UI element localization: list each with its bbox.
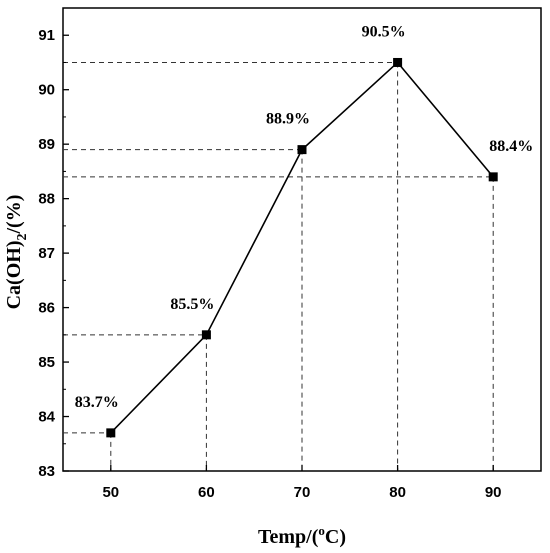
- y-tick-label: 83: [38, 463, 55, 480]
- y-axis: 83 84 85 86 87 88 89 90 91: [38, 27, 69, 480]
- x-tick-label: 70: [294, 484, 311, 501]
- data-label: 88.4%: [489, 138, 533, 155]
- x-tick-label: 90: [485, 484, 502, 501]
- x-axis-title: Temp/(oC): [258, 523, 346, 548]
- data-point: [106, 428, 116, 438]
- y-tick-label: 86: [38, 300, 55, 317]
- y-tick-label: 91: [38, 27, 55, 44]
- data-label: 88.9%: [266, 111, 310, 128]
- data-markers: [106, 57, 498, 438]
- data-label: 90.5%: [362, 23, 406, 40]
- data-point: [201, 330, 211, 340]
- y-tick-label: 87: [38, 245, 55, 262]
- y-tick-label: 84: [38, 409, 55, 426]
- guide-lines: [63, 61, 494, 471]
- x-tick-label: 80: [389, 484, 406, 501]
- x-tick-label: 50: [102, 484, 119, 501]
- data-point: [393, 57, 403, 67]
- data-label: 83.7%: [75, 394, 119, 411]
- y-tick-label: 88: [38, 191, 55, 208]
- y-tick-label: 89: [38, 136, 55, 153]
- y-tick-label: 90: [38, 82, 55, 99]
- data-point: [297, 145, 307, 155]
- y-tick-label: 85: [38, 354, 55, 371]
- data-point: [488, 172, 498, 182]
- data-label: 85.5%: [170, 296, 214, 313]
- data-labels: 83.7% 85.5% 88.9% 90.5% 88.4%: [75, 23, 533, 410]
- x-tick-label: 60: [198, 484, 215, 501]
- x-axis: 50 60 70 80 90: [102, 465, 502, 501]
- y-axis-title: Ca(OH)2/(%): [3, 195, 30, 310]
- plot-frame: [62, 7, 542, 472]
